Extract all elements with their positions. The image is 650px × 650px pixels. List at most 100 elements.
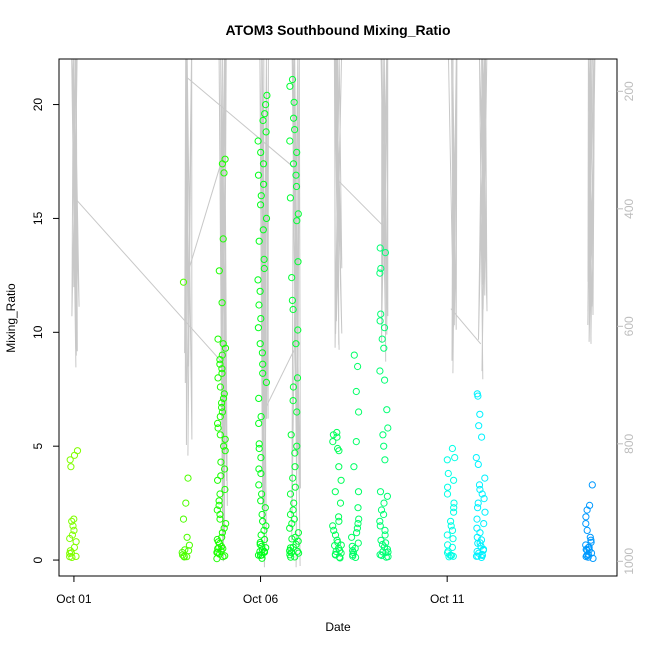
- data-point: [178, 548, 186, 557]
- data-point: [478, 433, 486, 441]
- data-point: [383, 406, 391, 414]
- data-point: [259, 160, 268, 168]
- data-point: [586, 533, 594, 541]
- data-point: [335, 517, 343, 525]
- data-point: [287, 553, 295, 561]
- data-point: [215, 267, 223, 275]
- data-point: [261, 110, 269, 118]
- data-point: [352, 553, 360, 562]
- data-point: [350, 351, 358, 359]
- data-point: [257, 531, 265, 539]
- point-cluster: [443, 444, 459, 561]
- data-point: [335, 513, 343, 521]
- data-point: [262, 128, 270, 136]
- data-point: [258, 490, 266, 498]
- data-point: [257, 497, 265, 505]
- data-point: [472, 454, 480, 462]
- data-point: [377, 506, 386, 514]
- altitude-profile-line: [218, 58, 228, 562]
- data-point: [381, 526, 389, 535]
- data-point: [263, 91, 271, 100]
- data-point: [289, 474, 297, 482]
- data-point: [221, 485, 229, 494]
- data-point: [216, 510, 224, 519]
- data-point: [474, 460, 482, 468]
- altitude-profile-line: [333, 58, 343, 350]
- data-point: [68, 517, 76, 525]
- data-point: [480, 495, 488, 503]
- data-point: [589, 554, 597, 563]
- data-point: [354, 362, 362, 371]
- data-point: [220, 442, 228, 450]
- data-point: [258, 510, 266, 519]
- data-point: [257, 201, 265, 209]
- data-point: [384, 424, 392, 432]
- data-point: [331, 531, 340, 539]
- data-point: [332, 547, 340, 556]
- data-point: [477, 553, 486, 562]
- data-point: [377, 310, 385, 318]
- x-tick-label: Oct 06: [243, 592, 279, 606]
- data-point: [294, 258, 302, 266]
- data-point: [378, 335, 386, 343]
- data-point: [335, 553, 343, 561]
- data-point: [184, 474, 192, 482]
- right-tick-label: 800: [622, 433, 636, 453]
- data-point: [218, 529, 226, 537]
- data-point: [290, 98, 298, 106]
- data-point: [183, 553, 191, 561]
- data-point: [66, 549, 74, 558]
- data-point: [448, 526, 457, 535]
- data-point: [582, 520, 590, 528]
- data-point: [376, 522, 384, 530]
- data-point: [352, 387, 360, 396]
- data-point: [215, 497, 223, 505]
- y-tick-label: 10: [31, 325, 45, 339]
- data-point: [290, 499, 298, 507]
- data-point: [382, 553, 390, 561]
- point-cluster: [178, 278, 193, 561]
- data-point: [73, 447, 82, 455]
- data-point: [474, 504, 482, 512]
- data-point: [221, 344, 230, 352]
- data-point: [182, 499, 190, 507]
- data-point: [451, 454, 459, 462]
- y-tick-label: 0: [31, 556, 45, 563]
- data-point: [179, 278, 188, 286]
- data-point: [288, 75, 297, 84]
- chart-title: ATOM3 Southbound Mixing_Ratio: [225, 22, 450, 38]
- data-point: [480, 520, 488, 528]
- data-point: [70, 526, 78, 535]
- point-cluster: [329, 428, 345, 562]
- point-cluster: [286, 75, 303, 561]
- data-point: [220, 390, 228, 398]
- data-point: [66, 534, 74, 543]
- data-point: [583, 551, 591, 560]
- data-point: [378, 551, 386, 560]
- altitude-profile-layer: [71, 58, 596, 568]
- data-point: [330, 526, 338, 535]
- altitude-transit-line: [73, 196, 222, 362]
- data-point: [219, 235, 227, 243]
- data-point: [329, 431, 337, 439]
- data-point: [292, 182, 301, 191]
- data-point: [221, 435, 229, 443]
- altitude-profile-line: [587, 58, 596, 344]
- data-point: [447, 522, 455, 530]
- data-point: [337, 476, 345, 484]
- data-point: [449, 552, 457, 560]
- data-point: [293, 148, 301, 156]
- data-point: [335, 463, 343, 471]
- data-point: [291, 463, 299, 471]
- data-point: [376, 488, 385, 496]
- data-point: [219, 545, 227, 553]
- data-point: [255, 394, 263, 402]
- data-point: [376, 269, 384, 277]
- data-point: [255, 465, 263, 473]
- data-point: [254, 276, 262, 284]
- data-point: [259, 360, 267, 368]
- data-point: [355, 408, 363, 416]
- data-point: [288, 535, 296, 543]
- data-point: [354, 504, 362, 512]
